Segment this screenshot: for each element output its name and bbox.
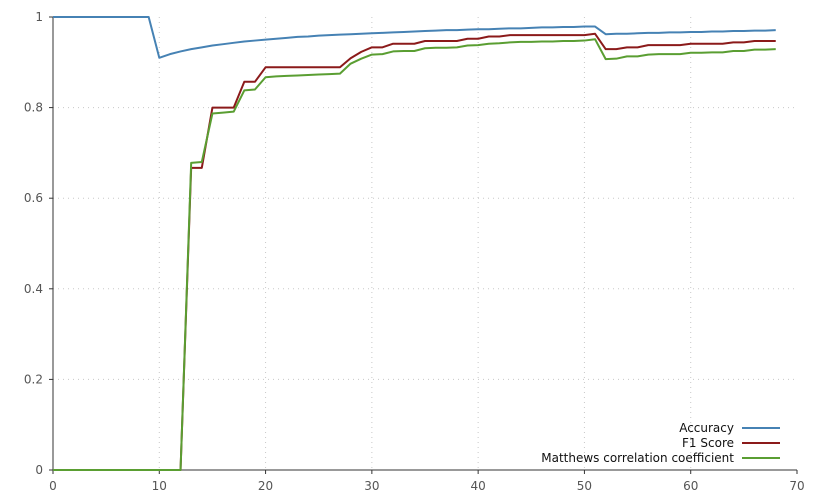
y-tick-label: 0.8 bbox=[24, 101, 43, 115]
y-tick-label: 0.2 bbox=[24, 372, 43, 386]
tick-labels: 0 10 20 30 40 50 60 70 0 0.2 0.4 0.6 0.8 1 bbox=[24, 10, 805, 493]
grid bbox=[53, 17, 797, 470]
y-tick-label: 0 bbox=[35, 463, 43, 477]
series-line-matthews-correlation-coefficient bbox=[53, 38, 776, 471]
y-tick-label: 0.4 bbox=[24, 282, 43, 296]
x-tick-label: 40 bbox=[471, 479, 486, 493]
legend-item-f1-score: F1 Score bbox=[682, 436, 780, 450]
legend-label: Matthews correlation coefficient bbox=[541, 451, 734, 465]
series-line-f1-score bbox=[53, 32, 776, 471]
legend-label: F1 Score bbox=[682, 436, 734, 450]
legend-label: Accuracy bbox=[679, 421, 734, 435]
x-tick-label: 60 bbox=[683, 479, 698, 493]
x-tick-label: 10 bbox=[152, 479, 167, 493]
x-tick-label: 50 bbox=[577, 479, 592, 493]
x-tick-label: 30 bbox=[364, 479, 379, 493]
y-tick-label: 0.6 bbox=[24, 191, 43, 205]
x-tick-label: 20 bbox=[258, 479, 273, 493]
series-lines bbox=[53, 16, 776, 471]
x-tick-label: 0 bbox=[49, 479, 57, 493]
y-tick-label: 1 bbox=[35, 10, 43, 24]
x-tick-label: 70 bbox=[789, 479, 804, 493]
legend-item-matthews-correlation-coefficient: Matthews correlation coefficient bbox=[541, 451, 780, 465]
series-line-accuracy bbox=[53, 16, 776, 59]
axes bbox=[49, 16, 798, 474]
legend-item-accuracy: Accuracy bbox=[679, 421, 780, 435]
